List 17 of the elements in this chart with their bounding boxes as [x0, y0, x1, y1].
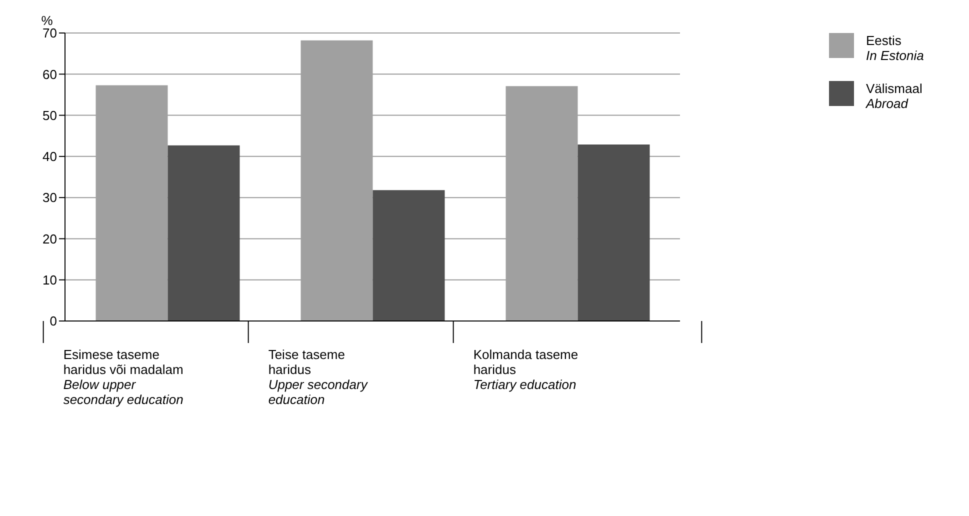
y-tick-label: 20: [42, 231, 57, 246]
bar: [578, 144, 650, 321]
y-tick-label: 10: [42, 272, 57, 288]
y-tick-label: 30: [42, 190, 57, 206]
y-tick-label: 60: [42, 66, 57, 82]
y-tick-label: 70: [42, 26, 57, 41]
y-tick-label: 0: [50, 314, 57, 329]
bar: [168, 145, 240, 321]
legend-label: Eestis In Estonia: [866, 33, 924, 63]
x-tick-label: Esimese taseme haridus või madalam Below upper secondary education: [63, 347, 184, 407]
y-axis-title: %: [41, 13, 54, 28]
bar: [372, 190, 445, 321]
x-tick-label: Kolmanda taseme haridus Tertiary education: [473, 347, 578, 392]
legend-label: Välismaal Abroad: [866, 81, 922, 111]
y-tick-label: 50: [42, 108, 57, 123]
x-tick-label: Teise taseme haridus Upper secondary education: [268, 347, 369, 407]
y-tick-label: 40: [42, 149, 57, 164]
